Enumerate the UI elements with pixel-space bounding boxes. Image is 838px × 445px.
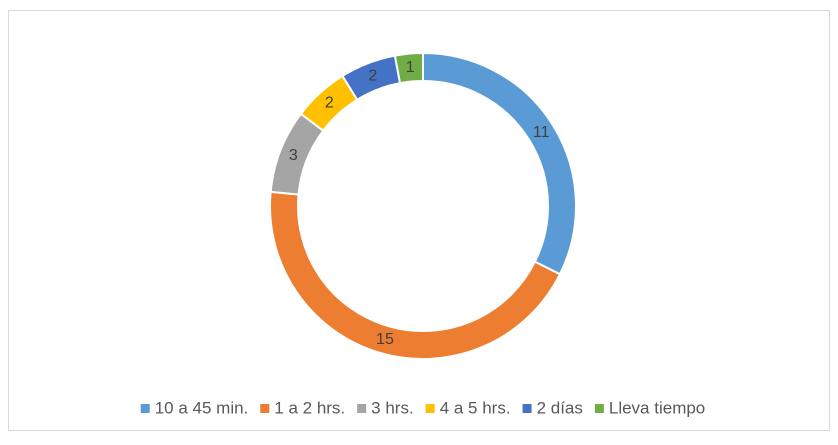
legend-label: 1 a 2 hrs. xyxy=(274,398,345,417)
legend-marker xyxy=(522,404,532,413)
data-label: 2 xyxy=(368,68,377,85)
legend-marker xyxy=(425,404,435,413)
data-label: 15 xyxy=(376,331,394,348)
legend-marker xyxy=(357,404,367,413)
donut-segment xyxy=(393,51,424,85)
data-label: 2 xyxy=(325,94,334,111)
legend-label: Lleva tiempo xyxy=(609,398,705,417)
data-label: 11 xyxy=(533,124,550,141)
legend-label: 2 días xyxy=(537,398,583,417)
legend-label: 4 a 5 hrs. xyxy=(440,398,511,417)
legend-label: 10 a 45 min. xyxy=(155,398,249,417)
data-label: 1 xyxy=(406,59,415,76)
legend-marker xyxy=(260,404,270,413)
legend-marker xyxy=(594,404,604,413)
legend-label: 3 hrs. xyxy=(371,398,414,417)
data-label: 3 xyxy=(289,147,298,164)
legend-marker xyxy=(140,404,150,413)
